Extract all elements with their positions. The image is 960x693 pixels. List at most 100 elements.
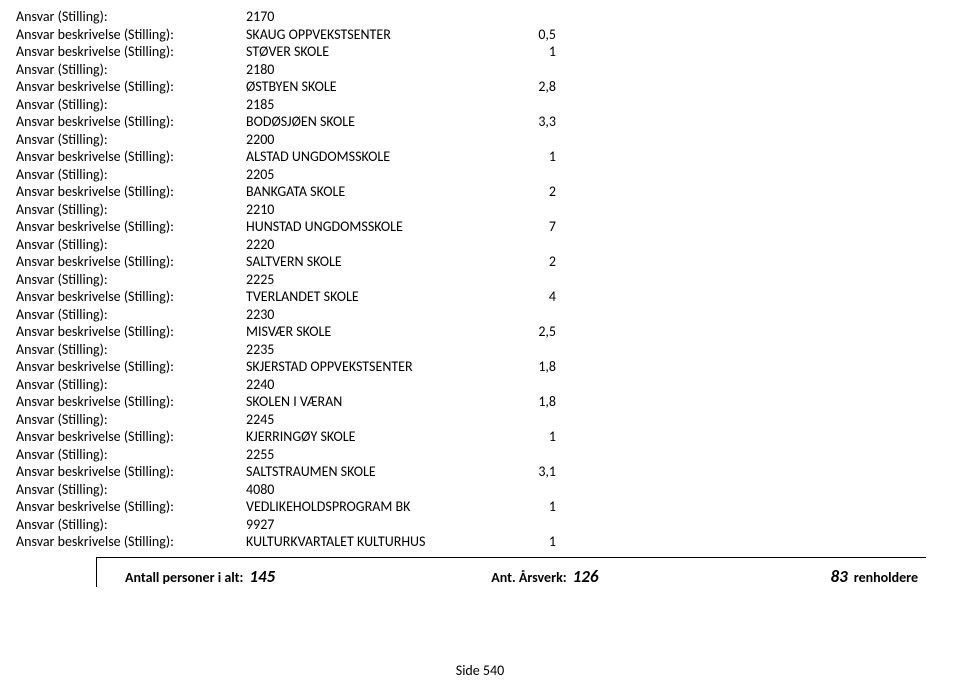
beskrivelse-value: 1,8 xyxy=(506,358,556,376)
beskrivelse-text: STØVER SKOLE xyxy=(246,43,506,61)
rows-list: Ansvar (Stilling):2170Ansvar beskrivelse… xyxy=(16,8,944,551)
ansvar-beskrivelse-label: Ansvar beskrivelse (Stilling): xyxy=(16,253,246,271)
ansvar-beskrivelse-label: Ansvar beskrivelse (Stilling): xyxy=(16,533,246,551)
ansvar-beskrivelse-label: Ansvar beskrivelse (Stilling): xyxy=(16,463,246,481)
beskrivelse-value: 7 xyxy=(506,218,556,236)
beskrivelse-text: BANKGATA SKOLE xyxy=(246,183,506,201)
ansvar-label: Ansvar (Stilling): xyxy=(16,96,246,114)
ansvar-code: 2205 xyxy=(246,166,506,184)
list-row: Ansvar beskrivelse (Stilling):ALSTAD UNG… xyxy=(16,148,944,166)
beskrivelse-value: 2 xyxy=(506,183,556,201)
list-row: Ansvar (Stilling):2170 xyxy=(16,8,944,26)
list-row: Ansvar (Stilling):2235 xyxy=(16,341,944,359)
list-row: Ansvar beskrivelse (Stilling):SKAUG OPPV… xyxy=(16,26,944,44)
list-row: Ansvar beskrivelse (Stilling):STØVER SKO… xyxy=(16,43,944,61)
persons-label: Antall personer i alt: xyxy=(125,569,243,586)
list-row: Ansvar (Stilling):2210 xyxy=(16,201,944,219)
list-row: Ansvar (Stilling):2240 xyxy=(16,376,944,394)
beskrivelse-text: SALTSTRAUMEN SKOLE xyxy=(246,463,506,481)
list-row: Ansvar beskrivelse (Stilling):BANKGATA S… xyxy=(16,183,944,201)
ansvar-code: 2225 xyxy=(246,271,506,289)
ansvar-label: Ansvar (Stilling): xyxy=(16,306,246,324)
beskrivelse-text: VEDLIKEHOLDSPROGRAM BK xyxy=(246,498,506,516)
ansvar-beskrivelse-label: Ansvar beskrivelse (Stilling): xyxy=(16,288,246,306)
document-page: Ansvar (Stilling):2170Ansvar beskrivelse… xyxy=(0,0,960,693)
persons-value: 145 xyxy=(249,566,275,587)
beskrivelse-value: 0,5 xyxy=(506,26,556,44)
list-row: Ansvar (Stilling):2225 xyxy=(16,271,944,289)
ansvar-code: 2235 xyxy=(246,341,506,359)
ansvar-beskrivelse-label: Ansvar beskrivelse (Stilling): xyxy=(16,323,246,341)
ansvar-beskrivelse-label: Ansvar beskrivelse (Stilling): xyxy=(16,78,246,96)
beskrivelse-text: KULTURKVARTALET KULTURHUS xyxy=(246,533,506,551)
list-row: Ansvar (Stilling):2200 xyxy=(16,131,944,149)
beskrivelse-text: SKJERSTAD OPPVEKSTSENTER xyxy=(246,358,506,376)
ansvar-code: 2255 xyxy=(246,446,506,464)
ansvar-beskrivelse-label: Ansvar beskrivelse (Stilling): xyxy=(16,148,246,166)
ansvar-label: Ansvar (Stilling): xyxy=(16,166,246,184)
ansvar-label: Ansvar (Stilling): xyxy=(16,201,246,219)
list-row: Ansvar (Stilling):2180 xyxy=(16,61,944,79)
beskrivelse-text: SKAUG OPPVEKSTSENTER xyxy=(246,26,506,44)
beskrivelse-text: ØSTBYEN SKOLE xyxy=(246,78,506,96)
ansvar-label: Ansvar (Stilling): xyxy=(16,341,246,359)
ansvar-label: Ansvar (Stilling): xyxy=(16,411,246,429)
ansvar-code: 2240 xyxy=(246,376,506,394)
beskrivelse-value: 1,8 xyxy=(506,393,556,411)
list-row: Ansvar (Stilling):2205 xyxy=(16,166,944,184)
ansvar-code: 2200 xyxy=(246,131,506,149)
ansvar-beskrivelse-label: Ansvar beskrivelse (Stilling): xyxy=(16,218,246,236)
beskrivelse-value: 4 xyxy=(506,288,556,306)
ansvar-beskrivelse-label: Ansvar beskrivelse (Stilling): xyxy=(16,393,246,411)
ansvar-code: 2220 xyxy=(246,236,506,254)
beskrivelse-value: 1 xyxy=(506,428,556,446)
list-row: Ansvar beskrivelse (Stilling):BODØSJØEN … xyxy=(16,113,944,131)
renholdere-value: 83 xyxy=(831,566,848,587)
ansvar-beskrivelse-label: Ansvar beskrivelse (Stilling): xyxy=(16,26,246,44)
ansvar-label: Ansvar (Stilling): xyxy=(16,446,246,464)
list-row: Ansvar beskrivelse (Stilling):SKJERSTAD … xyxy=(16,358,944,376)
list-row: Ansvar beskrivelse (Stilling):KJERRINGØY… xyxy=(16,428,944,446)
ansvar-code: 2170 xyxy=(246,8,506,26)
ansvar-beskrivelse-label: Ansvar beskrivelse (Stilling): xyxy=(16,113,246,131)
beskrivelse-text: SKOLEN I VÆRAN xyxy=(246,393,506,411)
beskrivelse-value: 2,8 xyxy=(506,78,556,96)
list-row: Ansvar (Stilling):2230 xyxy=(16,306,944,324)
ansvar-label: Ansvar (Stilling): xyxy=(16,376,246,394)
list-row: Ansvar beskrivelse (Stilling):TVERLANDET… xyxy=(16,288,944,306)
beskrivelse-value: 1 xyxy=(506,498,556,516)
ansvar-label: Ansvar (Stilling): xyxy=(16,516,246,534)
ansvar-label: Ansvar (Stilling): xyxy=(16,271,246,289)
list-row: Ansvar beskrivelse (Stilling):ØSTBYEN SK… xyxy=(16,78,944,96)
list-row: Ansvar beskrivelse (Stilling):VEDLIKEHOL… xyxy=(16,498,944,516)
ansvar-beskrivelse-label: Ansvar beskrivelse (Stilling): xyxy=(16,183,246,201)
list-row: Ansvar beskrivelse (Stilling):HUNSTAD UN… xyxy=(16,218,944,236)
beskrivelse-value: 3,3 xyxy=(506,113,556,131)
summary-box: Antall personer i alt: 145 Ant. Årsverk:… xyxy=(96,557,926,587)
list-row: Ansvar beskrivelse (Stilling):SALTSTRAUM… xyxy=(16,463,944,481)
ansvar-code: 2185 xyxy=(246,96,506,114)
list-row: Ansvar beskrivelse (Stilling):SALTVERN S… xyxy=(16,253,944,271)
beskrivelse-text: ALSTAD UNGDOMSSKOLE xyxy=(246,148,506,166)
beskrivelse-value: 3,1 xyxy=(506,463,556,481)
beskrivelse-text: HUNSTAD UNGDOMSSKOLE xyxy=(246,218,506,236)
renholdere-label: renholdere xyxy=(854,569,918,586)
ansvar-label: Ansvar (Stilling): xyxy=(16,481,246,499)
beskrivelse-value: 2,5 xyxy=(506,323,556,341)
ansvar-code: 9927 xyxy=(246,516,506,534)
beskrivelse-text: BODØSJØEN SKOLE xyxy=(246,113,506,131)
beskrivelse-value: 1 xyxy=(506,533,556,551)
ansvar-beskrivelse-label: Ansvar beskrivelse (Stilling): xyxy=(16,428,246,446)
page-footer: Side 540 xyxy=(0,662,960,679)
beskrivelse-text: KJERRINGØY SKOLE xyxy=(246,428,506,446)
aarsverk-label: Ant. Årsverk: xyxy=(491,569,566,586)
beskrivelse-value: 2 xyxy=(506,253,556,271)
beskrivelse-text: TVERLANDET SKOLE xyxy=(246,288,506,306)
ansvar-code: 4080 xyxy=(246,481,506,499)
list-row: Ansvar (Stilling):2245 xyxy=(16,411,944,429)
list-row: Ansvar (Stilling):2220 xyxy=(16,236,944,254)
list-row: Ansvar (Stilling):2255 xyxy=(16,446,944,464)
ansvar-label: Ansvar (Stilling): xyxy=(16,61,246,79)
list-row: Ansvar (Stilling):4080 xyxy=(16,481,944,499)
ansvar-label: Ansvar (Stilling): xyxy=(16,8,246,26)
